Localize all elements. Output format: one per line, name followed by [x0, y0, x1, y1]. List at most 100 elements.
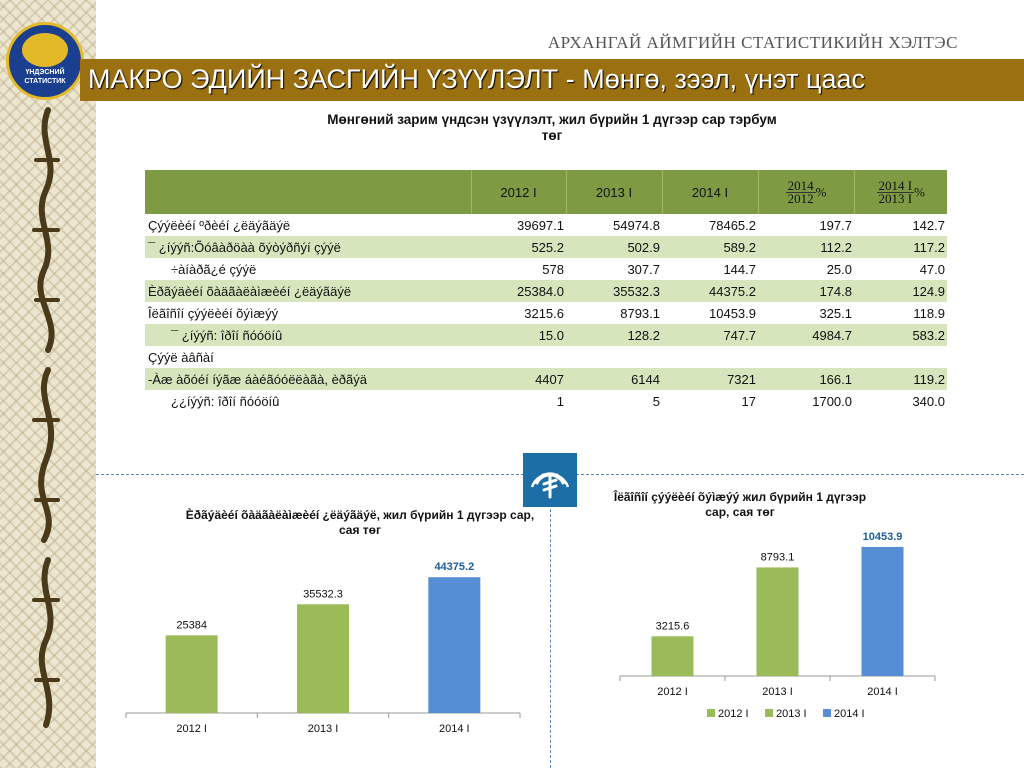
row-value: 39697.1	[517, 217, 564, 233]
row-value: 44375.2	[662, 280, 758, 302]
row-label: ¿¿íýýñ: îðîí ñóóöíû	[171, 393, 280, 409]
deposits-bar-chart: 25384 2012 I 35532.3 2013 I 44375.2 2014 I	[125, 561, 521, 735]
row-value: 54974.8	[613, 217, 660, 233]
bar	[297, 604, 349, 713]
row-value: 7321	[662, 368, 758, 390]
table-row: ¯ ¿íýýñ:Õóâàðöàà õýòýðñýí çýýë 525.2 502.9…	[145, 236, 947, 258]
data-label: 44375.2	[434, 561, 474, 573]
row-value: 174.8	[758, 280, 854, 302]
currency-tugrik-icon	[523, 453, 577, 507]
ratio-percent: %	[815, 184, 827, 199]
row-label: Îëãîñîí çýýëèéí õýìæýý	[148, 305, 279, 321]
statistics-logo-icon: ҮНДЭСНИЙ СТАТИСТИК	[6, 22, 84, 100]
section-divider-vertical	[550, 474, 551, 768]
title-bar	[80, 59, 1024, 101]
row-value: 578	[542, 261, 564, 277]
mongolian-script-decoration	[32, 107, 60, 728]
organization-title: АРХАНГАЙ АЙМГИЙН СТАТИСТИКИЙН ХЭЛТЭС	[547, 33, 958, 52]
row-value: 325.1	[819, 305, 852, 321]
table-row: Çýýë àâñàí	[145, 346, 947, 368]
header-col-2012: 2012 I	[470, 170, 566, 214]
row-value: 502.9	[566, 236, 662, 258]
x-tick-label: 2014 I	[439, 723, 470, 735]
row-value	[471, 346, 566, 368]
table-header-row: 2012 I 2013 I 2014 I 2014 2012 % 2014 I …	[145, 170, 947, 214]
ratio-numerator: 2014	[785, 177, 816, 193]
header-col-2013: 2013 I	[565, 170, 662, 214]
bar	[428, 577, 481, 713]
table-row: -Àæ àõóéí íýãæ áàéãóóëëàãà, èðãýä 4407 614…	[145, 368, 947, 390]
chart2-title: Îëãîñîí çýýëèéí õýìæýý жил бүрийн 1 дүгэ…	[613, 490, 867, 519]
row-value: 25.0	[826, 261, 852, 277]
x-tick-label: 2013 I	[762, 686, 793, 698]
row-value: 6144	[566, 368, 662, 390]
row-value	[566, 346, 662, 368]
row-value	[854, 346, 947, 368]
row-value: 124.9	[854, 280, 947, 302]
legend-label: 2013 I	[776, 708, 807, 720]
row-value: 525.2	[471, 236, 566, 258]
row-value: 8793.1	[620, 305, 660, 321]
legend-swatch	[765, 709, 773, 717]
decorative-side-strip	[0, 0, 96, 768]
row-value: 747.7	[662, 324, 758, 346]
x-tick-label: 2012 I	[176, 723, 207, 735]
legend-label: 2012 I	[718, 708, 749, 720]
row-value: 144.7	[723, 261, 756, 277]
x-tick-label: 2014 I	[867, 686, 898, 698]
row-value: 119.2	[854, 368, 947, 390]
header-col-2014: 2014 I	[661, 170, 758, 214]
legend-swatch	[823, 709, 831, 717]
table-row: ¿¿íýýñ: îðîí ñóóöíû 1 5 17 1700.0 340.0	[145, 390, 947, 412]
table-title: Мөнгөний зарим үндсэн үзүүлэлт, жил бүри…	[262, 112, 842, 144]
row-value: 5	[652, 393, 660, 409]
row-value: 128.2	[566, 324, 662, 346]
row-value: 117.2	[854, 236, 947, 258]
row-value: 17	[741, 393, 756, 409]
row-value: 1	[556, 393, 564, 409]
row-label: -Àæ àõóéí íýãæ áàéãóóëëàãà, èðãýä	[145, 368, 471, 390]
row-value: 142.7	[912, 217, 945, 233]
x-tick-label: 2013 I	[308, 723, 339, 735]
row-label: ¯ ¿íýýñ: îðîí ñóóöíû	[145, 324, 471, 346]
table-title-line1: Мөнгөний зарим үндсэн үзүүлэлт, жил бүри…	[327, 112, 777, 127]
row-value: 25384.0	[471, 280, 566, 302]
header-label-cell	[145, 170, 471, 214]
bar	[861, 546, 904, 676]
ratio-numerator: 2014 I	[876, 177, 915, 193]
row-value: 3215.6	[524, 305, 564, 321]
row-value: 78465.2	[709, 217, 756, 233]
row-value: 4407	[471, 368, 566, 390]
data-label: 25384	[176, 619, 207, 631]
legend-swatch	[707, 709, 715, 717]
indicator-table: 2012 I 2013 I 2014 I 2014 2012 % 2014 I …	[145, 170, 947, 412]
table-row: Çýýëèéí ºðèéí ¿ëäýãäýë 39697.1 54974.8 7846…	[145, 214, 947, 236]
ratio-denominator: 2012	[787, 190, 814, 206]
table-row: ÷àíàðã¿é çýýë 578 307.7 144.7 25.0 47.0	[145, 258, 947, 280]
header-ratio-2014-2013: 2014 I 2013 I %	[853, 170, 947, 214]
row-value: 307.7	[627, 261, 660, 277]
bar	[756, 567, 799, 676]
chart1-title: Èðãýäèéí õàäãàëàìæèéí ¿ëäýãäýë, жил бүри…	[185, 508, 535, 537]
data-label: 35532.3	[303, 588, 343, 600]
row-value: 583.2	[854, 324, 947, 346]
row-label: Èðãýäèéí õàäãàëàìæèéí ¿ëäýãäýë	[145, 280, 471, 302]
table-title-line2: төг	[541, 128, 563, 143]
row-label: Çýýë àâñàí	[148, 349, 214, 365]
soyombo-emblem-icon	[22, 33, 68, 67]
data-label: 10453.9	[863, 531, 903, 543]
bar	[651, 636, 694, 676]
row-value: 35532.3	[566, 280, 662, 302]
ratio-denominator: 2013 I	[878, 190, 913, 206]
row-value: 166.1	[758, 368, 854, 390]
row-value	[662, 346, 758, 368]
row-value: 10453.9	[709, 305, 756, 321]
ratio-percent: %	[914, 184, 925, 199]
row-value: 589.2	[662, 236, 758, 258]
table-row: ¯ ¿íýýñ: îðîí ñóóöíû 15.0 128.2 747.7 4984.7…	[145, 324, 947, 346]
page-title: МАКРО ЭДИЙН ЗАСГИЙН ҮЗҮҮЛЭЛТ - Мөнгө, зэ…	[88, 64, 866, 94]
row-value: 340.0	[912, 393, 945, 409]
header-ratio-2014-2012: 2014 2012 %	[757, 170, 854, 214]
row-value: 197.7	[819, 217, 852, 233]
